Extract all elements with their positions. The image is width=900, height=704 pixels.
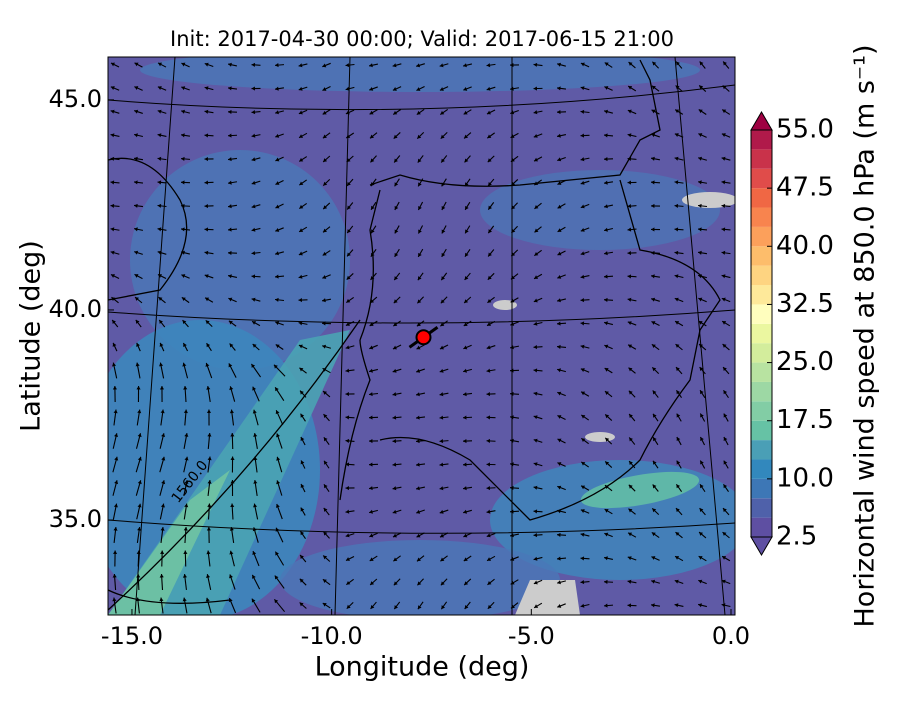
chart-title: Init: 2017-04-30 00:00; Valid: 2017-06-1… (170, 27, 674, 51)
colorbar-band (751, 304, 772, 323)
y-tick-label: 45.0 (49, 85, 102, 113)
colorbar-band (751, 440, 772, 459)
colorbar-band (751, 421, 772, 440)
x-tick-label: 0.0 (712, 622, 750, 650)
colorbar-label: Horizontal wind speed at 850.0 hPa (m s⁻… (850, 44, 881, 627)
colorbar-tick-label: 25.0 (776, 347, 834, 377)
y-tick-label: 35.0 (49, 505, 102, 533)
colorbar-band (751, 518, 772, 537)
y-tick-label: 40.0 (49, 295, 102, 323)
colorbar-band (751, 382, 772, 401)
colorbar-tick-label: 10.0 (776, 463, 834, 493)
colorbar-band (751, 149, 772, 168)
colorbar-extend-over (751, 112, 772, 130)
x-tick-label: -5.0 (508, 622, 555, 650)
colorbar-band (751, 227, 772, 246)
colorbar-tick-label: 17.5 (776, 405, 834, 435)
colorbar-tick-label: 2.5 (776, 522, 817, 552)
colorbar-band (751, 188, 772, 207)
colorbar-band (751, 324, 772, 343)
colorbar-band (751, 363, 772, 382)
colorbar-band (751, 246, 772, 265)
colorbar-tick-label: 40.0 (776, 231, 834, 261)
colorbar-band (751, 266, 772, 285)
wind-field (80, 48, 750, 620)
colorbar-band (751, 459, 772, 478)
colorbar-tick-label: 32.5 (776, 289, 834, 319)
x-tick-label: -15.0 (101, 622, 163, 650)
x-axis-label: Longitude (deg) (315, 652, 530, 683)
y-axis-label: Latitude (deg) (16, 240, 47, 432)
colorbar-tick-label: 47.5 (776, 173, 834, 203)
colorbar-band (751, 343, 772, 362)
colorbar-band (751, 479, 772, 498)
colorbar-band (751, 401, 772, 420)
colorbar-band (751, 285, 772, 304)
colorbar-tick-label: 55.0 (776, 115, 834, 145)
site-marker (416, 330, 430, 344)
colorbar-extend-under (751, 537, 772, 555)
x-tick-label: -10.0 (301, 622, 363, 650)
colorbar-band (751, 169, 772, 188)
colorbar-band (751, 498, 772, 517)
colorbar-band (751, 208, 772, 227)
colorbar-band (751, 130, 772, 149)
